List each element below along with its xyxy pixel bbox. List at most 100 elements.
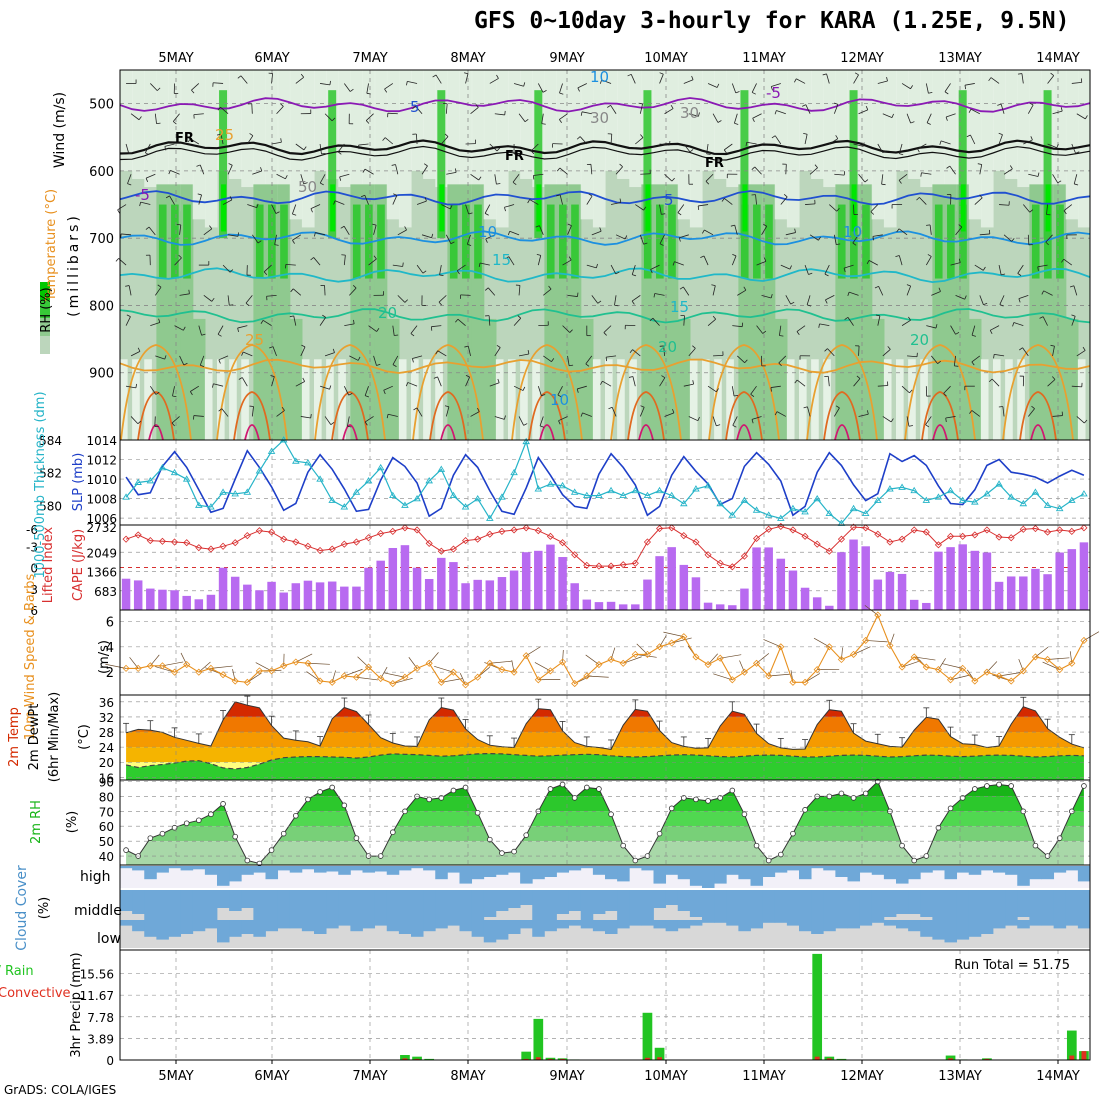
wind-barb-flag bbox=[1029, 209, 1034, 213]
thickness-point bbox=[328, 496, 336, 503]
wind-barb bbox=[392, 264, 403, 267]
wind-barb bbox=[654, 293, 665, 296]
cape-bar bbox=[764, 547, 773, 610]
cloud-cover-unit: (%) bbox=[37, 897, 52, 920]
wind-barb bbox=[559, 194, 563, 205]
wind-barb bbox=[125, 316, 131, 326]
wind-barb bbox=[1076, 350, 1086, 357]
wind-barb-flag bbox=[993, 354, 995, 359]
wind-point bbox=[607, 655, 615, 664]
thickness-point bbox=[219, 488, 227, 495]
wind-barb-flag bbox=[435, 350, 439, 355]
wind-barb bbox=[203, 295, 213, 302]
cape-bar bbox=[934, 551, 943, 610]
wind-barb-flag bbox=[567, 223, 572, 226]
wind-barb bbox=[364, 386, 369, 396]
cloud-low-bar bbox=[835, 920, 848, 929]
rh-cell bbox=[544, 70, 558, 196]
cape-bar bbox=[873, 579, 883, 610]
wind-barb bbox=[1027, 104, 1034, 114]
wind-barb bbox=[412, 355, 423, 359]
cloud-middle-bar bbox=[229, 890, 242, 911]
wind-barb-flag bbox=[507, 231, 511, 236]
wind-barb bbox=[865, 640, 888, 643]
wind-barb-flag bbox=[588, 193, 593, 197]
wind-barb-flag bbox=[643, 206, 647, 211]
cloud-high-bar bbox=[799, 866, 812, 880]
wind-barb bbox=[319, 174, 326, 184]
wind-barb bbox=[664, 173, 673, 182]
cloud-middle-bar bbox=[1017, 890, 1030, 917]
thickness-point bbox=[958, 496, 967, 503]
cloud-high-bar bbox=[1017, 866, 1030, 886]
wind-barb bbox=[971, 325, 976, 336]
wind-barb-flag bbox=[705, 181, 710, 185]
rh-point bbox=[474, 810, 481, 816]
cloud-high-bar bbox=[932, 866, 945, 871]
wind-barb-flag bbox=[1012, 322, 1015, 327]
cloud-low-bar bbox=[580, 920, 594, 929]
wind-barb bbox=[610, 105, 617, 114]
cape-bar bbox=[594, 602, 604, 610]
y-tick-label: 800 bbox=[89, 299, 114, 314]
li-point bbox=[304, 542, 312, 550]
wind-barb-flag bbox=[702, 229, 705, 234]
cloud-high-bar bbox=[265, 866, 279, 880]
cloud-middle-bar bbox=[253, 890, 266, 920]
rh-cell bbox=[656, 204, 664, 279]
cape-bar bbox=[825, 605, 834, 610]
cape-bar bbox=[752, 547, 761, 610]
wind-barb-flag bbox=[310, 208, 313, 213]
cloud-low-bar bbox=[229, 920, 242, 937]
precip-tick-label: 0 bbox=[106, 1054, 114, 1068]
wind-barb bbox=[751, 83, 757, 93]
rh-tick-label: 60 bbox=[99, 820, 114, 834]
li-point bbox=[183, 539, 191, 547]
wind-barb-flag bbox=[310, 414, 312, 419]
wind-barb-flag bbox=[870, 211, 875, 215]
wind-barb bbox=[671, 637, 692, 644]
wind-barb bbox=[334, 200, 345, 205]
wind-barb bbox=[683, 79, 694, 84]
wind-barb bbox=[631, 264, 636, 275]
wind-barb bbox=[731, 255, 737, 266]
wind-point bbox=[752, 659, 761, 667]
wind-barb-flag bbox=[998, 132, 1003, 135]
li-point bbox=[813, 540, 821, 548]
rh-cell bbox=[629, 70, 642, 188]
wind-barb-flag bbox=[477, 407, 480, 412]
isotherm-label: 10 bbox=[550, 391, 569, 409]
cape-bar bbox=[812, 597, 822, 610]
wind-barb bbox=[780, 196, 788, 205]
wind-barb bbox=[1002, 406, 1005, 417]
rh-point bbox=[923, 853, 930, 859]
isotherm-label: 25 bbox=[245, 331, 264, 349]
li-point bbox=[413, 526, 421, 534]
cape-bar bbox=[146, 588, 155, 610]
wind-point bbox=[595, 660, 603, 669]
wind-barb-flag bbox=[608, 406, 613, 410]
cloud-high-bar bbox=[738, 866, 751, 880]
wind-barb bbox=[834, 173, 845, 176]
wind-barb bbox=[683, 383, 694, 387]
wind-barb bbox=[193, 415, 204, 417]
rh-cell bbox=[859, 70, 873, 212]
wind-barb bbox=[698, 204, 709, 207]
cape-bar bbox=[643, 579, 652, 610]
rh-cell bbox=[993, 70, 1006, 171]
li-point bbox=[1080, 524, 1088, 532]
wind-barb-flag bbox=[475, 104, 479, 108]
wind-barb bbox=[337, 143, 345, 153]
rh-cell bbox=[993, 359, 1001, 440]
cape-bar bbox=[558, 557, 567, 610]
wind-barb bbox=[632, 376, 636, 387]
cloud-low-bar bbox=[1065, 920, 1079, 926]
rh-point bbox=[947, 805, 954, 812]
wind-barb-flag bbox=[412, 105, 416, 110]
rh-cell bbox=[241, 70, 254, 188]
wind-barb bbox=[300, 346, 306, 357]
wind-barb bbox=[441, 678, 463, 683]
wind-barb bbox=[562, 325, 571, 333]
wind-barb bbox=[295, 653, 313, 663]
